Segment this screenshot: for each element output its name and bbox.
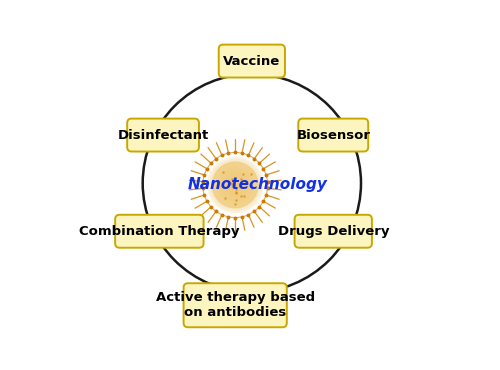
Text: Biosensor: Biosensor — [296, 128, 370, 142]
Circle shape — [213, 163, 258, 207]
FancyBboxPatch shape — [298, 118, 368, 152]
Text: Combination Therapy: Combination Therapy — [79, 225, 239, 238]
Circle shape — [210, 159, 261, 211]
Text: Disinfectant: Disinfectant — [118, 128, 208, 142]
Circle shape — [220, 171, 250, 199]
Circle shape — [228, 178, 242, 192]
Circle shape — [230, 180, 240, 190]
FancyBboxPatch shape — [184, 283, 287, 327]
Circle shape — [215, 165, 256, 205]
Circle shape — [224, 174, 246, 196]
FancyBboxPatch shape — [294, 215, 372, 248]
Circle shape — [217, 166, 254, 204]
Circle shape — [208, 157, 263, 213]
Circle shape — [222, 172, 248, 198]
Circle shape — [212, 162, 258, 208]
Text: Drugs Delivery: Drugs Delivery — [278, 225, 389, 238]
FancyBboxPatch shape — [127, 118, 199, 152]
Circle shape — [211, 161, 259, 209]
Text: Active therapy based
on antibodies: Active therapy based on antibodies — [156, 291, 315, 319]
FancyBboxPatch shape — [218, 45, 285, 77]
Circle shape — [218, 169, 252, 201]
Text: Nanotechnology: Nanotechnology — [188, 178, 328, 192]
Circle shape — [226, 176, 244, 194]
FancyBboxPatch shape — [115, 215, 204, 248]
Text: Vaccine: Vaccine — [223, 54, 280, 68]
